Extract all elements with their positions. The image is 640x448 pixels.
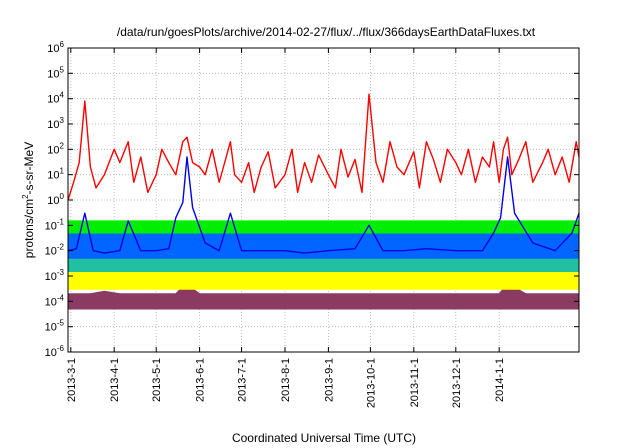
- axes: 10-610-510-410-310-210-11001011021031041…: [45, 40, 579, 408]
- y-label-prefix: protons/cm: [22, 199, 36, 258]
- y-tick-label: 10-3: [45, 268, 65, 283]
- y-tick-mantissa: 10: [47, 68, 59, 80]
- x-tick-label: 2013-11-1: [409, 358, 421, 407]
- y-tick-mantissa: 10: [45, 322, 57, 334]
- y-tick-exponent: 0: [60, 192, 65, 201]
- y-tick-label: 105: [47, 65, 64, 80]
- x-tick-label: 2013-5-1: [151, 358, 163, 402]
- y-tick-label: 102: [47, 141, 64, 156]
- x-axis-label: Coordinated Universal Time (UTC): [232, 431, 416, 445]
- x-tick-label: 2013-9-1: [323, 358, 335, 402]
- y-tick-exponent: -5: [57, 319, 65, 328]
- series-line: [67, 93, 580, 201]
- y-tick-exponent: 2: [60, 141, 65, 150]
- y-tick-mantissa: 10: [47, 195, 59, 207]
- x-tick-label: 2013-7-1: [237, 358, 249, 402]
- x-tick-label: 2014-1-1: [494, 358, 506, 402]
- y-tick-exponent: -1: [57, 217, 65, 226]
- y-tick-label: 10-1: [45, 217, 65, 232]
- series-layer: [67, 93, 580, 310]
- y-tick-mantissa: 10: [45, 220, 57, 232]
- y-axis-label: protons/cm2-s-sr-MeV: [21, 142, 36, 258]
- y-tick-exponent: -6: [57, 344, 65, 353]
- y-tick-exponent: -4: [57, 293, 65, 302]
- y-label-sup: 2: [21, 194, 30, 199]
- series-band: [67, 232, 580, 259]
- y-tick-exponent: 1: [60, 167, 65, 176]
- y-tick-mantissa: 10: [45, 246, 57, 258]
- y-tick-mantissa: 10: [45, 347, 57, 359]
- y-tick-label: 10-5: [45, 319, 65, 334]
- y-tick-exponent: 4: [60, 91, 65, 100]
- y-tick-exponent: -3: [57, 268, 65, 277]
- y-tick-mantissa: 10: [47, 170, 59, 182]
- y-tick-label: 101: [47, 167, 64, 182]
- y-tick-label: 10-2: [45, 243, 65, 258]
- y-tick-exponent: -2: [57, 243, 65, 252]
- y-tick-exponent: 5: [60, 65, 65, 74]
- x-tick-label: 2013-3-1: [66, 358, 78, 402]
- x-tick-label: 2013-10-1: [365, 358, 377, 408]
- y-tick-mantissa: 10: [47, 119, 59, 131]
- chart-title: /data/run/goesPlots/archive/2014-02-27/f…: [117, 25, 536, 39]
- y-tick-mantissa: 10: [47, 144, 59, 156]
- y-label-suffix: -s-sr-MeV: [22, 142, 36, 195]
- x-tick-label: 2013-6-1: [195, 358, 207, 402]
- y-tick-label: 103: [47, 116, 64, 131]
- y-tick-exponent: 6: [60, 40, 65, 49]
- y-tick-mantissa: 10: [47, 43, 59, 55]
- x-tick-label: 2013-12-1: [451, 358, 463, 408]
- y-tick-mantissa: 10: [45, 296, 57, 308]
- y-tick-exponent: 3: [60, 116, 65, 125]
- y-tick-label: 106: [47, 40, 64, 55]
- series-line: [67, 156, 580, 254]
- y-tick-label: 104: [47, 91, 64, 106]
- x-tick-label: 2013-4-1: [109, 358, 121, 402]
- y-tick-mantissa: 10: [47, 94, 59, 106]
- y-tick-mantissa: 10: [45, 271, 57, 283]
- y-tick-label: 10-4: [45, 293, 65, 308]
- series-band: [67, 220, 580, 234]
- y-tick-label: 10-6: [45, 344, 65, 359]
- x-tick-label: 2013-8-1: [280, 358, 292, 402]
- y-tick-label: 100: [47, 192, 64, 207]
